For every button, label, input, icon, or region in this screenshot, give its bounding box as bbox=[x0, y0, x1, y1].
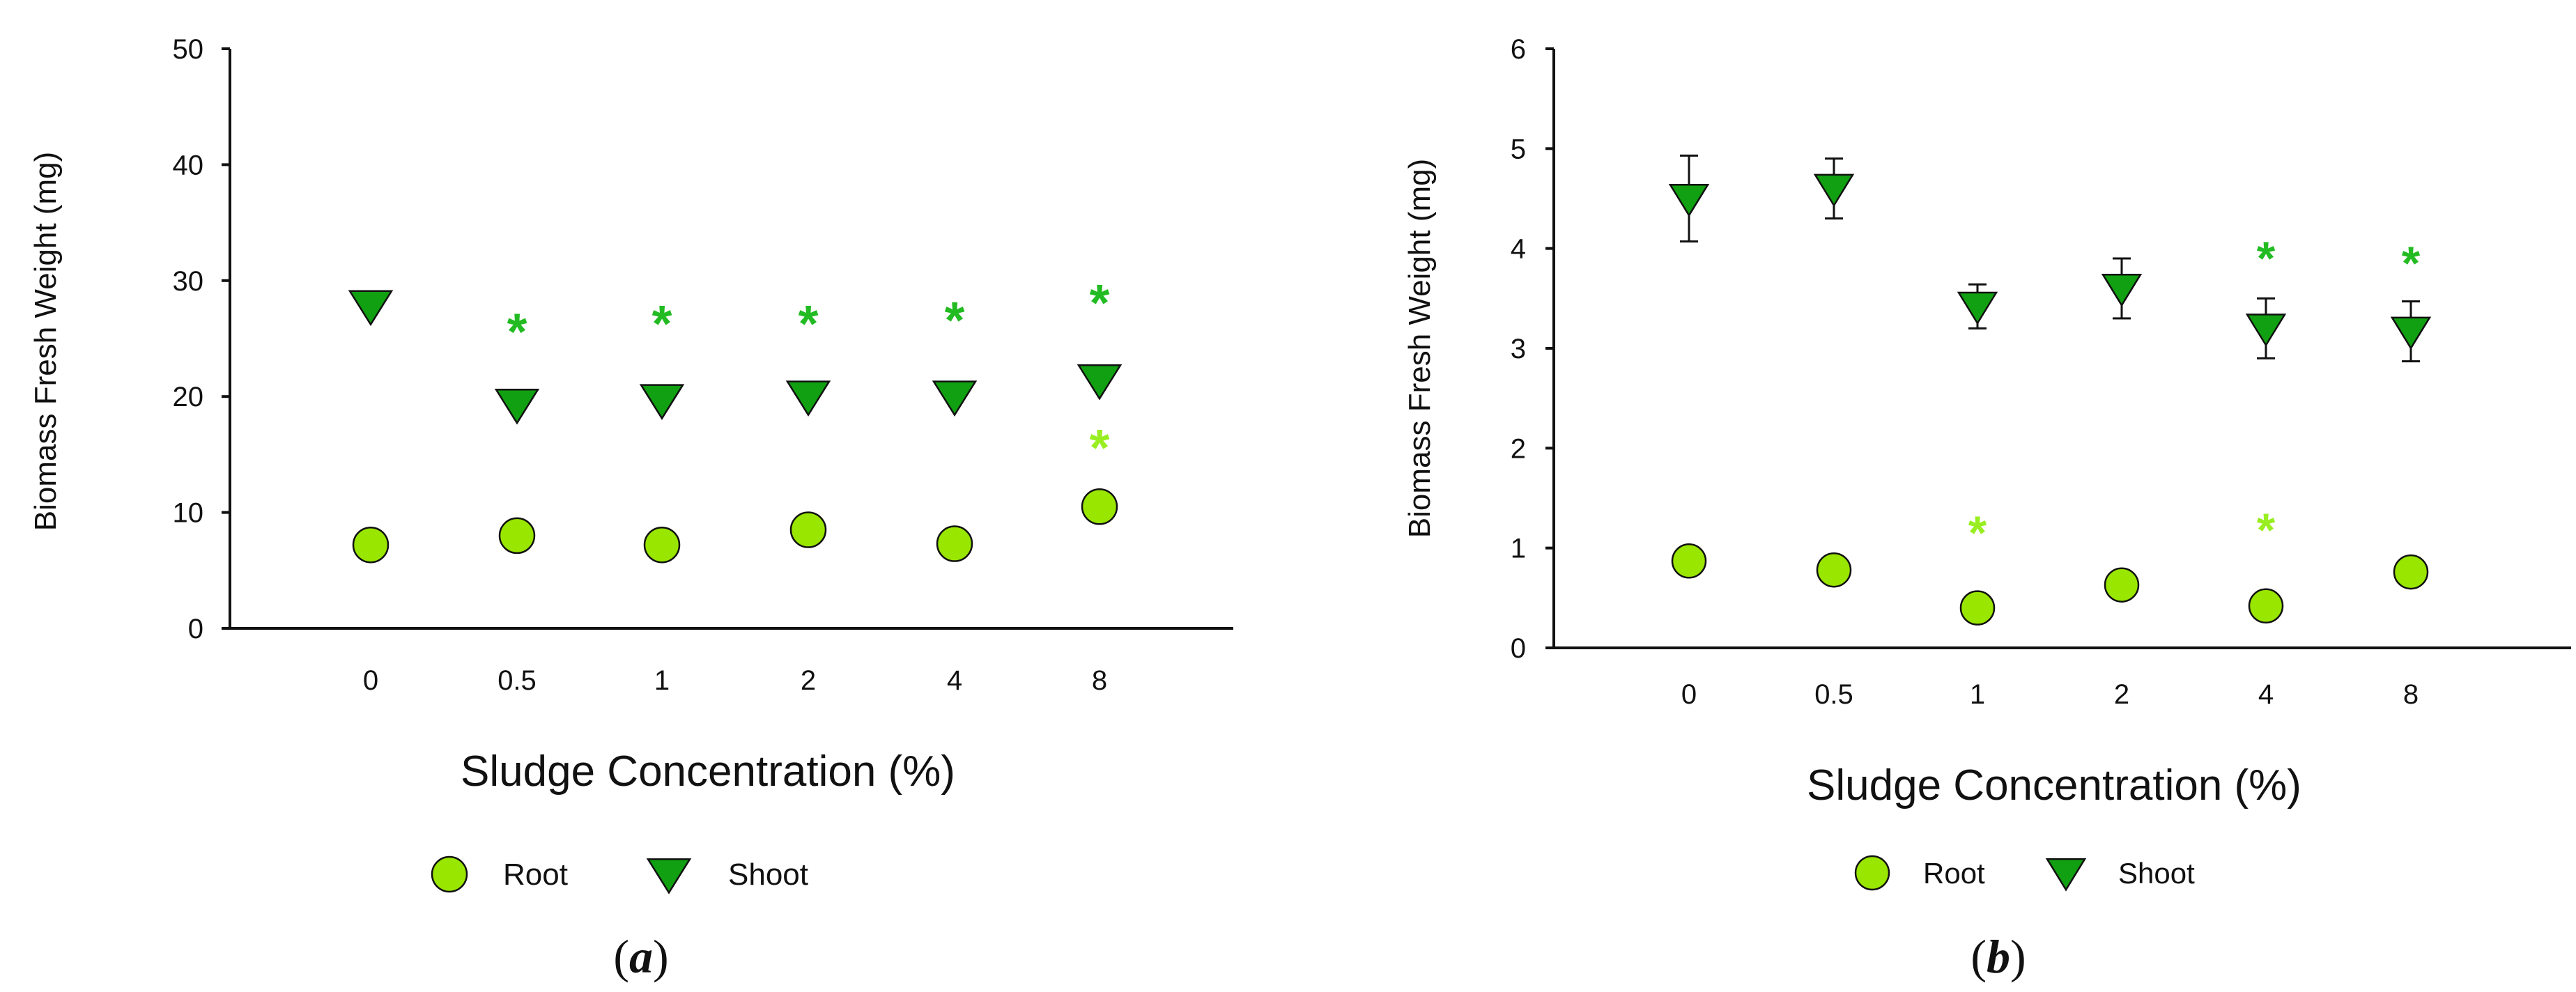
svg-text:(b): (b) bbox=[1970, 930, 2026, 983]
chart-b-legend-root-marker bbox=[1854, 855, 1890, 891]
chart-b-significance-asterisk: * bbox=[2257, 232, 2276, 285]
chart-a-ylabel: Biomass Fresh Weight (mg) bbox=[29, 152, 63, 531]
chart-b-xtick-label: 8 bbox=[2403, 679, 2419, 710]
chart-b-ytick-label: 0 bbox=[1511, 633, 1526, 664]
chart-a-significance-asterisk: * bbox=[652, 295, 672, 352]
chart-b-legend-root-label: Root bbox=[1923, 857, 1985, 890]
chart-b-shoot-point bbox=[1813, 173, 1855, 208]
chart-b-xtick-label: 0.5 bbox=[1814, 679, 1853, 710]
chart-a-xtick-label: 2 bbox=[801, 665, 816, 696]
chart-a-ytick-label: 10 bbox=[173, 498, 204, 529]
svg-text:(a): (a) bbox=[613, 930, 668, 983]
chart-b-significance-asterisk: * bbox=[1968, 506, 1987, 559]
chart-a-xtick-label: 8 bbox=[1092, 665, 1107, 696]
chart-b: 0 1 2 3 4 5 6 0 0.5 1 2 4 8 Biomass Fresh Weight (m… bbox=[1403, 34, 2571, 892]
chart-b-ytick-label: 3 bbox=[1511, 334, 1526, 364]
chart-a-legend-root-marker bbox=[431, 855, 468, 893]
chart-a-ytick-label: 40 bbox=[173, 150, 204, 180]
chart-b-ytick-label: 5 bbox=[1511, 134, 1526, 164]
panel-label-b: (b) bbox=[1970, 930, 2026, 983]
chart-b-significance-asterisk: * bbox=[2257, 504, 2276, 557]
chart-b-significance-asterisk: * bbox=[2402, 237, 2421, 290]
chart-b-root-point bbox=[1816, 552, 1852, 588]
chart-a-shoot-point bbox=[932, 380, 978, 417]
chart-b-xtick-label: 0 bbox=[1681, 679, 1697, 710]
chart-a-xlabel: Sludge Concentration (%) bbox=[461, 747, 955, 796]
chart-b-root-point bbox=[2393, 554, 2429, 590]
chart-a-root-point bbox=[643, 526, 681, 564]
chart-b-shoot-point bbox=[2245, 313, 2287, 347]
chart-a-xtick-label: 4 bbox=[947, 665, 962, 696]
chart-b-ytick-label: 2 bbox=[1511, 433, 1526, 464]
chart-a-root-point bbox=[352, 526, 390, 564]
chart-b-xtick-label: 4 bbox=[2258, 679, 2274, 710]
chart-b-xtick-label: 1 bbox=[1970, 679, 1985, 710]
chart-a-legend-shoot-label: Shoot bbox=[728, 858, 808, 892]
chart-b-ytick-label: 1 bbox=[1511, 534, 1526, 564]
chart-b-root-point bbox=[2248, 588, 2284, 624]
chart-b-legend: Root Shoot bbox=[1854, 855, 2195, 892]
chart-b-legend-shoot-label: Shoot bbox=[2118, 857, 2195, 890]
chart-b-ylabel: Biomass Fresh Weight (mg) bbox=[1403, 159, 1437, 538]
chart-a-significance-asterisk: * bbox=[1090, 274, 1110, 332]
chart-a-xtick-label: 1 bbox=[654, 665, 670, 696]
chart-a-xtick-label: 0.5 bbox=[498, 665, 537, 696]
chart-a-ytick-label: 30 bbox=[173, 266, 204, 297]
chart-a-significance-asterisk: * bbox=[507, 303, 527, 361]
chart-a: 0 10 20 30 40 50 0 0.5 1 2 4 8 Biomass Fresh Weigh… bbox=[29, 34, 1233, 894]
chart-a-legend: Root Shoot bbox=[431, 855, 808, 894]
chart-b-shoot-point bbox=[2101, 273, 2143, 307]
chart-a-significance-asterisk: * bbox=[945, 291, 965, 349]
chart-b-ytick-label: 4 bbox=[1511, 234, 1526, 265]
chart-b-xlabel: Sludge Concentration (%) bbox=[1807, 761, 2301, 809]
chart-a-shoot-point bbox=[639, 384, 685, 420]
chart-a-root-point bbox=[936, 525, 973, 562]
chart-a-ytick-label: 20 bbox=[173, 382, 204, 412]
chart-a-root-point bbox=[789, 511, 827, 548]
chart-b-shoot-point bbox=[2390, 316, 2432, 350]
chart-a-shoot-point bbox=[1077, 364, 1123, 401]
chart-a-legend-root-label: Root bbox=[503, 858, 568, 892]
chart-b-shoot-point bbox=[1957, 291, 1998, 325]
chart-a-shoot-point bbox=[494, 388, 540, 425]
chart-a-xtick-label: 0 bbox=[363, 665, 378, 696]
chart-a-shoot-point bbox=[785, 380, 831, 417]
chart-b-ytick-label: 6 bbox=[1511, 34, 1526, 65]
chart-a-ytick-label: 0 bbox=[188, 614, 203, 644]
chart-b-root-point bbox=[1671, 543, 1707, 579]
chart-b-legend-shoot-marker bbox=[2045, 858, 2087, 892]
chart-b-xtick-label: 2 bbox=[2114, 679, 2129, 710]
chart-a-significance-asterisk: * bbox=[799, 295, 819, 352]
chart-a-root-point bbox=[1081, 488, 1118, 525]
chart-a-shoot-point bbox=[348, 290, 394, 327]
panel-label-a: (a) bbox=[613, 930, 668, 983]
chart-b-root-point bbox=[1959, 590, 1996, 626]
chart-a-ytick-label: 50 bbox=[173, 34, 204, 65]
chart-a-legend-shoot-marker bbox=[646, 858, 692, 894]
chart-a-root-point bbox=[498, 517, 536, 555]
chart-b-root-point bbox=[2104, 567, 2140, 603]
chart-a-significance-asterisk: * bbox=[1090, 419, 1110, 476]
chart-b-shoot-point bbox=[1668, 183, 1710, 217]
